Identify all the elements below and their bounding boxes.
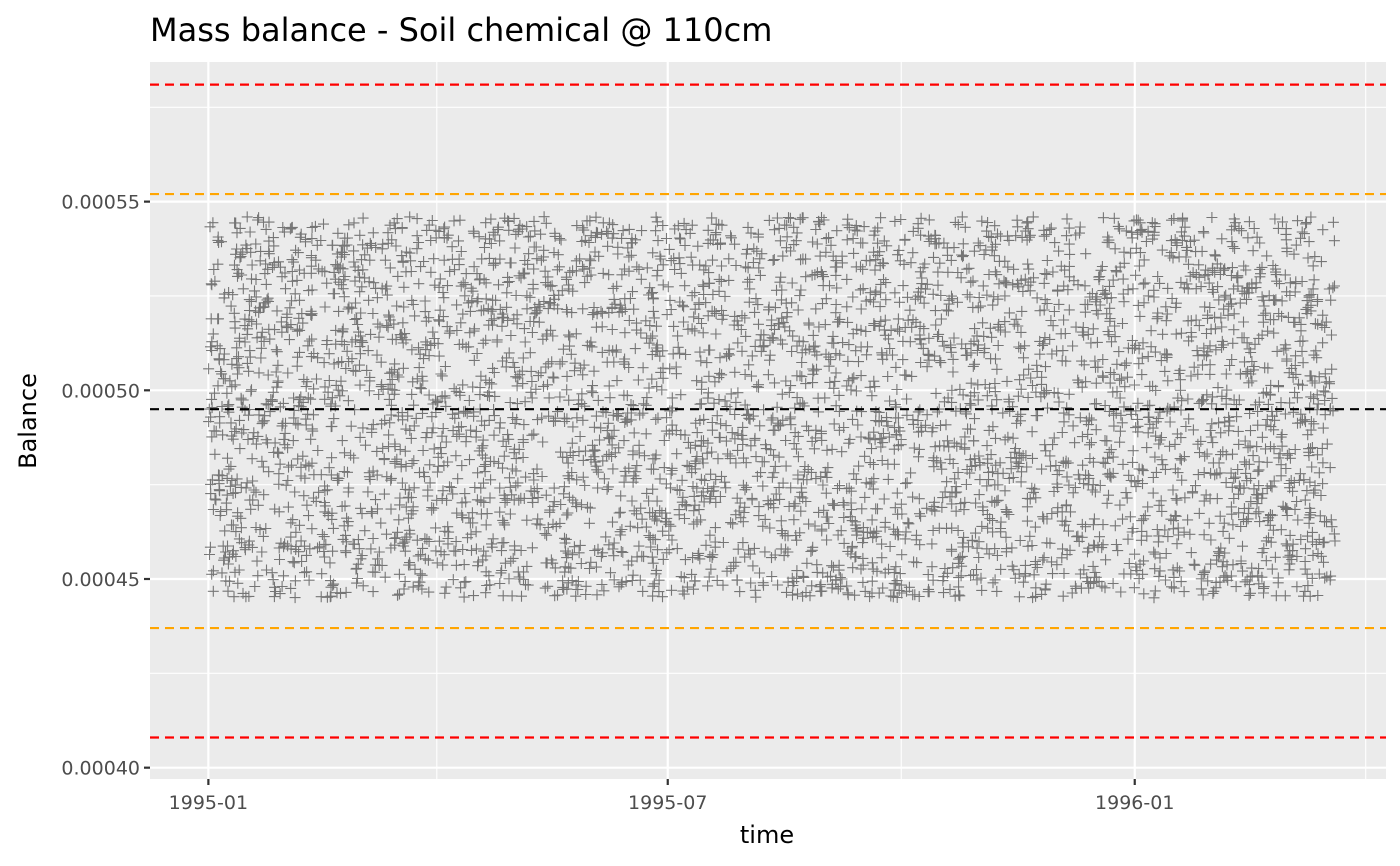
data-points: [203, 211, 1341, 604]
y-tick-label: 0.00040: [61, 758, 140, 780]
chart-title: Mass balance - Soil chemical @ 110cm: [150, 11, 772, 49]
y-tick-label: 0.00050: [61, 380, 140, 402]
y-tick-label: 0.00055: [61, 192, 140, 214]
minor-gridlines: [150, 62, 1386, 779]
x-tick-label: 1996-01: [1095, 792, 1174, 814]
x-tick-label: 1995-07: [628, 792, 707, 814]
x-tick-label: 1995-01: [169, 792, 248, 814]
y-tick-label: 0.00045: [61, 569, 140, 591]
y-axis-title: Balance: [14, 373, 42, 469]
y-axis: 0.00040 0.00045 0.00050 0.00055: [61, 192, 150, 780]
reference-lines: [150, 83, 1386, 739]
x-axis: 1995-01 1995-07 1996-01: [169, 779, 1174, 814]
x-axis-title: time: [740, 821, 794, 849]
